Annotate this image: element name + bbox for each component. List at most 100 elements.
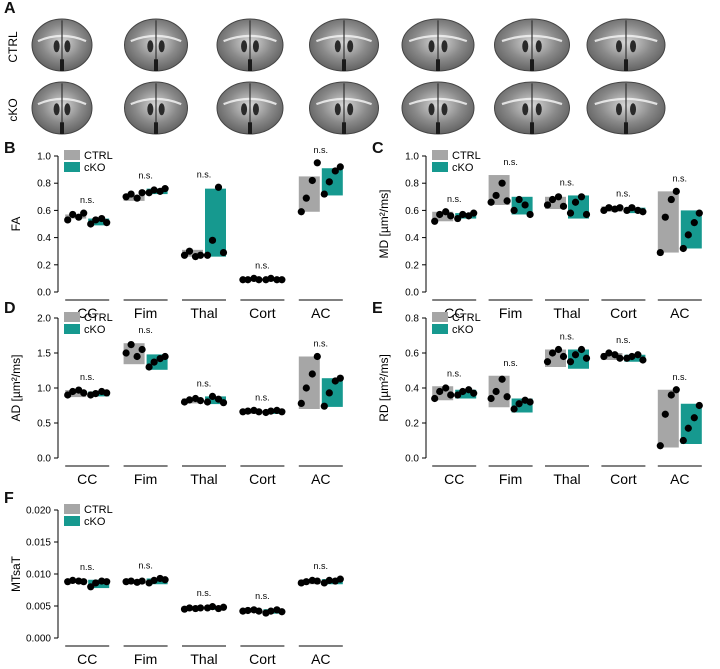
x-tick-label: Cort: [610, 305, 637, 321]
bar-cko: [88, 218, 110, 226]
y-tick-label: 0.4: [405, 384, 419, 395]
brain-slice-image: [309, 81, 379, 135]
data-point: [278, 276, 286, 284]
data-point: [297, 399, 305, 407]
significance-label: n.s.: [616, 335, 631, 345]
y-tick-label: 0.0: [37, 288, 51, 299]
data-point: [639, 208, 647, 216]
data-point: [185, 396, 194, 404]
x-tick-label: AC: [311, 305, 330, 321]
brain-slice-image: [586, 81, 666, 135]
chart-rd: 0.0 0.2 0.4 0.6 0.8 RD [µm²/ms] CC Fim Thal Cort A…: [368, 308, 720, 488]
data-point: [543, 358, 552, 366]
significance-label: n.s.: [197, 588, 212, 598]
y-axis-label: MD [µm²/ms]: [377, 190, 391, 259]
data-point: [325, 576, 333, 584]
data-point: [208, 392, 217, 400]
brain-slice-image: [586, 18, 666, 72]
x-tick-label: Cort: [249, 651, 276, 667]
significance-label: n.s.: [255, 392, 270, 402]
data-point: [313, 159, 321, 167]
data-point: [503, 197, 511, 205]
data-point: [447, 212, 455, 220]
x-tick-label: Fim: [134, 305, 157, 321]
y-tick-label: 0.6: [405, 349, 419, 360]
legend-swatch: [432, 312, 448, 322]
data-point: [185, 604, 194, 612]
legend-swatch: [64, 516, 80, 526]
data-point: [526, 210, 534, 219]
y-tick-label: 0.000: [26, 634, 51, 645]
panel-d-letter: D: [4, 300, 16, 317]
significance-label: n.s.: [314, 561, 329, 571]
y-tick-label: 0.5: [37, 419, 51, 430]
data-point: [442, 384, 450, 392]
y-tick-label: 1.5: [37, 349, 51, 360]
y-tick-label: 0.8: [405, 179, 419, 190]
data-point: [267, 607, 275, 615]
bar-ctrl: [298, 356, 320, 409]
brain-mri-grid: CTRL cKO: [6, 18, 666, 135]
data-point: [503, 393, 511, 401]
data-point: [180, 251, 189, 259]
y-tick-label: 0.2: [37, 260, 51, 271]
data-point: [543, 201, 552, 209]
data-point: [69, 387, 77, 396]
bar-ctrl: [657, 389, 679, 448]
significance-label: n.s.: [616, 188, 631, 198]
data-point: [577, 345, 586, 354]
data-point: [244, 276, 252, 284]
data-point: [690, 219, 698, 227]
x-tick-label: CC: [444, 305, 464, 321]
y-axis-label: RD [µm²/ms]: [377, 354, 391, 422]
data-point: [145, 363, 153, 371]
y-tick-label: 0.0: [405, 288, 419, 299]
y-tick-label: 0.4: [405, 233, 419, 244]
x-tick-label: CC: [77, 471, 97, 487]
legend-label: CTRL: [84, 504, 113, 516]
data-point: [138, 345, 146, 354]
legend-swatch: [64, 312, 80, 322]
x-tick-label: Thal: [553, 471, 580, 487]
data-point: [459, 387, 467, 396]
panel-b-letter: B: [4, 140, 16, 157]
significance-label: n.s.: [673, 372, 688, 382]
data-point: [92, 216, 100, 224]
data-point: [69, 576, 77, 584]
data-point: [267, 407, 275, 415]
significance-label: n.s.: [255, 260, 270, 270]
data-point: [133, 352, 141, 361]
data-point: [331, 167, 339, 175]
significance-label: n.s.: [80, 562, 95, 572]
significance-label: n.s.: [138, 560, 153, 570]
data-point: [325, 389, 333, 397]
x-tick-label: AC: [670, 471, 689, 487]
data-point: [695, 209, 703, 217]
data-point: [695, 401, 703, 410]
data-point: [510, 206, 518, 214]
data-point: [87, 583, 95, 591]
data-point: [64, 391, 72, 399]
data-point: [87, 220, 95, 228]
data-point: [582, 354, 591, 362]
y-tick-label: 0.015: [26, 538, 51, 549]
y-tick-label: 0.6: [405, 206, 419, 217]
brain-slice-image: [124, 18, 188, 72]
data-point: [559, 352, 568, 361]
x-tick-label: Cort: [249, 471, 276, 487]
data-point: [150, 186, 158, 194]
data-point: [196, 251, 205, 259]
data-point: [214, 183, 223, 191]
x-tick-label: CC: [77, 651, 97, 667]
data-point: [161, 352, 169, 361]
data-point: [582, 210, 591, 219]
brain-slice-image: [494, 81, 570, 135]
data-point: [661, 213, 669, 221]
y-tick-label: 0.8: [37, 179, 51, 190]
data-point: [127, 190, 135, 198]
significance-label: n.s.: [80, 372, 95, 382]
data-point: [297, 208, 305, 216]
row-label-ctrl: CTRL: [6, 31, 20, 63]
data-point: [325, 178, 333, 186]
data-point: [554, 193, 563, 201]
